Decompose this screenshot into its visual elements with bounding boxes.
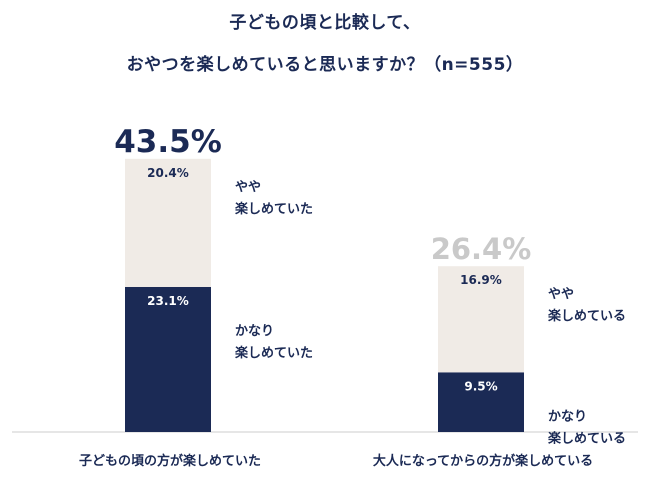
bar-total-label: 26.4% <box>431 232 532 266</box>
segment-annotation: やや <box>235 180 261 195</box>
category-label: 子どもの頃の方が楽しめていた <box>79 453 261 469</box>
segment-annotation: かなり <box>235 324 274 339</box>
chart-title-line-1: 子どもの頃と比較して、 <box>229 13 421 33</box>
segment-annotation: 楽しめていた <box>234 201 313 217</box>
bar-segment <box>438 266 524 373</box>
bar-value-label: 20.4% <box>147 166 189 180</box>
category-label: 大人になってからの方が楽しめている <box>373 453 593 469</box>
bar-segment <box>125 158 211 287</box>
segment-annotation: 楽しめている <box>547 430 626 446</box>
bar-value-label: 23.1% <box>147 294 189 308</box>
chart-title-line-2: おやつを楽しめていると思いますか？（n=555） <box>126 55 524 75</box>
bar-segment <box>125 286 211 432</box>
bar-value-label: 9.5% <box>464 379 497 393</box>
segment-annotation: 楽しめている <box>547 308 626 324</box>
segment-annotation: 楽しめていた <box>234 345 313 361</box>
bar-total-label: 43.5% <box>114 124 222 160</box>
bar-value-label: 16.9% <box>460 273 502 287</box>
segment-annotation: やや <box>548 287 574 302</box>
bar-segment <box>438 372 524 432</box>
segment-annotation: かなり <box>548 409 587 424</box>
